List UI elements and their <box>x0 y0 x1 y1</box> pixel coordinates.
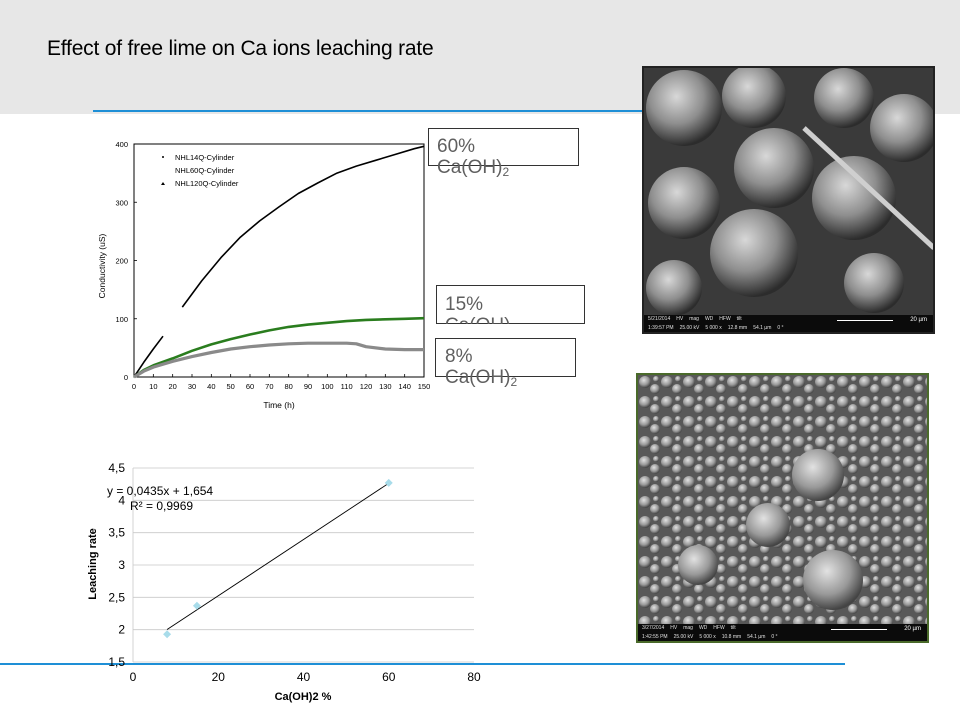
trendline <box>166 482 389 630</box>
chart2-ylabel: Leaching rate <box>87 528 99 600</box>
callout-box-60 <box>428 128 579 166</box>
x-tick-label-140: 140 <box>398 382 411 391</box>
sem-caption-8pct: 3/27/2014 HV mag WD HFW tilt 1:42:55 PM 25.00 … <box>638 624 927 641</box>
series-line-NHL60Q-Cylinder-0 <box>133 316 425 379</box>
series-line-NHL120Q-Cylinder-0 <box>133 341 424 379</box>
data-point-0 <box>163 630 172 639</box>
legend-marker-nhl120q <box>161 182 165 185</box>
x-tick-label-120: 120 <box>360 382 373 391</box>
legend-marker-nhl14q <box>162 156 164 158</box>
x-tick-label-40: 40 <box>207 382 215 391</box>
x-tick-label-20: 20 <box>168 382 176 391</box>
x-tick-label-50: 50 <box>226 382 234 391</box>
sem-scale-label-8pct: 20 µm <box>904 626 921 632</box>
callout-label-60: 60% Ca(OH)2 <box>437 136 510 179</box>
y-tick-label-2,5: 2,5 <box>108 590 125 604</box>
x-tick-label-110: 110 <box>341 382 353 391</box>
y-tick-label-4: 4 <box>118 493 125 507</box>
y-tick-label-400: 400 <box>115 140 128 149</box>
y-tick-label-2: 2 <box>118 623 125 637</box>
callout-box-8 <box>435 338 576 377</box>
x-tick-label-10: 10 <box>149 382 157 391</box>
data-point-1 <box>192 601 201 610</box>
sem-image-8pct: 3/27/2014 HV mag WD HFW tilt 1:42:55 PM 25.00 … <box>636 373 929 643</box>
x-tick-label-100: 100 <box>321 382 334 391</box>
x-tick-label-30: 30 <box>188 382 196 391</box>
chart1-ylabel: Conductivity (uS) <box>97 233 107 298</box>
sem-caption-60pct: 5/21/2014 HV mag WD HFW tilt 1:39:57 PM 25.00 … <box>644 315 933 332</box>
y-tick-label-4,5: 4,5 <box>108 461 125 475</box>
sem-scalebar-60pct <box>837 320 893 321</box>
y-tick-label-300: 300 <box>115 198 128 207</box>
trendline-equation: y = 0,0435x + 1,654 <box>107 484 213 498</box>
y-tick-label-1,5: 1,5 <box>108 655 125 669</box>
callout-box-15 <box>436 285 585 324</box>
y-tick-label-100: 100 <box>115 315 128 324</box>
y-tick-label-0: 0 <box>124 373 128 382</box>
bottom-divider <box>0 663 845 665</box>
sem-scalebar-8pct <box>831 629 887 630</box>
trendline-r2: R² = 0,9969 <box>130 499 193 513</box>
top-divider <box>93 110 643 112</box>
x-tick-label-0: 0 <box>132 382 136 391</box>
data-point-2 <box>384 478 393 487</box>
series-line-NHL14Q-Cylinder-1 <box>181 145 425 308</box>
x-tick-label-130: 130 <box>379 382 392 391</box>
sem-image-60pct: 5/21/2014 HV mag WD HFW tilt 1:39:57 PM 25.00 … <box>642 66 935 334</box>
callout-label-15: 15%Ca(OH)2 <box>445 294 517 324</box>
legend-entry-nhl60q: NHL60Q-Cylinder <box>175 166 235 175</box>
x-tick-label-60: 60 <box>382 670 396 684</box>
legend-entry-nhl120q: NHL120Q-Cylinder <box>175 179 239 188</box>
x-tick-label-20: 20 <box>212 670 226 684</box>
y-tick-label-3: 3 <box>118 558 125 572</box>
legend-entry-nhl14q: NHL14Q-Cylinder <box>175 153 235 162</box>
y-tick-label-3,5: 3,5 <box>108 526 125 540</box>
x-tick-label-80: 80 <box>284 382 292 391</box>
sem-scale-label-60pct: 20 µm <box>910 317 927 323</box>
sem-texture-60pct <box>644 68 933 318</box>
x-tick-label-150: 150 <box>418 382 431 391</box>
x-tick-label-60: 60 <box>246 382 254 391</box>
x-tick-label-0: 0 <box>130 670 137 684</box>
x-tick-label-70: 70 <box>265 382 273 391</box>
chart1-xlabel: Time (h) <box>263 400 294 410</box>
sem-texture-8pct <box>638 375 927 627</box>
x-tick-label-90: 90 <box>304 382 312 391</box>
y-tick-label-200: 200 <box>115 257 128 266</box>
chart2-xlabel: Ca(OH)2 % <box>275 691 332 703</box>
x-tick-label-80: 80 <box>467 670 481 684</box>
x-tick-label-40: 40 <box>297 670 311 684</box>
series-line-NHL14Q-Cylinder-0 <box>133 335 164 378</box>
callout-label-8: 8% Ca(OH)2 <box>445 346 518 389</box>
slide-title: Effect of free lime on Ca ions leaching … <box>47 37 434 60</box>
chart1-frame <box>133 143 425 378</box>
